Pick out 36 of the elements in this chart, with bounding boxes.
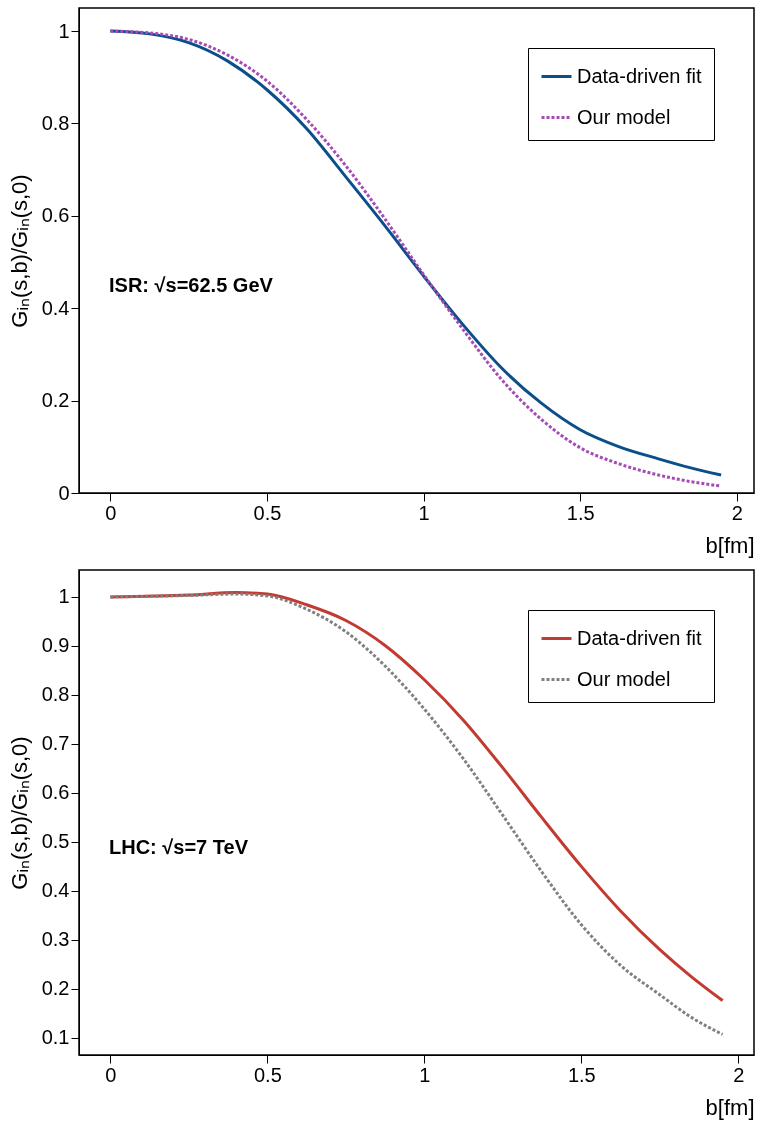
legend-label: Data-driven fit xyxy=(577,626,702,649)
x-tick-label: 1.5 xyxy=(567,1063,596,1086)
y-tick-label: 1 xyxy=(58,19,70,42)
x-tick-label: 0.5 xyxy=(253,1063,282,1086)
y-tick-label: 0.9 xyxy=(41,634,70,657)
x-tick-label: 1 xyxy=(419,1063,431,1086)
y-axis-title: Gᵢₙ(s,b)/Gᵢₙ(s,0) xyxy=(6,174,32,328)
y-tick-label: 0.8 xyxy=(41,111,70,134)
y-tick-label: 0.4 xyxy=(41,296,70,319)
x-tick-label: 2 xyxy=(733,1063,745,1086)
x-tick-label: 2 xyxy=(731,501,743,524)
y-tick-label: 0.4 xyxy=(41,879,70,902)
y-axis-title: Gᵢₙ(s,b)/Gᵢₙ(s,0) xyxy=(6,736,32,890)
y-tick-label: 0.6 xyxy=(41,204,70,227)
annotation: ISR: √s=62.5 GeV xyxy=(109,274,274,296)
y-tick-label: 1 xyxy=(58,585,70,608)
y-tick-label: 0.2 xyxy=(41,977,70,1000)
x-axis-title: b[fm] xyxy=(705,1094,755,1120)
x-tick-label: 0.5 xyxy=(253,501,282,524)
x-axis-title: b[fm] xyxy=(705,532,755,558)
x-tick-label: 1 xyxy=(418,501,430,524)
y-tick-label: 0.5 xyxy=(41,830,70,853)
y-tick-label: 0.2 xyxy=(41,389,70,412)
y-tick-label: 0.1 xyxy=(41,1026,70,1049)
y-tick-label: 0.8 xyxy=(41,683,70,706)
x-tick-label: 0 xyxy=(105,1063,117,1086)
x-tick-label: 1.5 xyxy=(566,501,595,524)
y-tick-label: 0.7 xyxy=(41,732,70,755)
legend-label: Our model xyxy=(577,667,671,690)
y-tick-label: 0 xyxy=(58,481,70,504)
x-tick-label: 0 xyxy=(105,501,117,524)
legend-label: Our model xyxy=(577,105,671,128)
annotation: LHC: √s=7 TeV xyxy=(109,836,249,858)
y-tick-label: 0.6 xyxy=(41,781,70,804)
y-tick-label: 0.3 xyxy=(41,928,70,951)
legend-label: Data-driven fit xyxy=(577,64,702,87)
